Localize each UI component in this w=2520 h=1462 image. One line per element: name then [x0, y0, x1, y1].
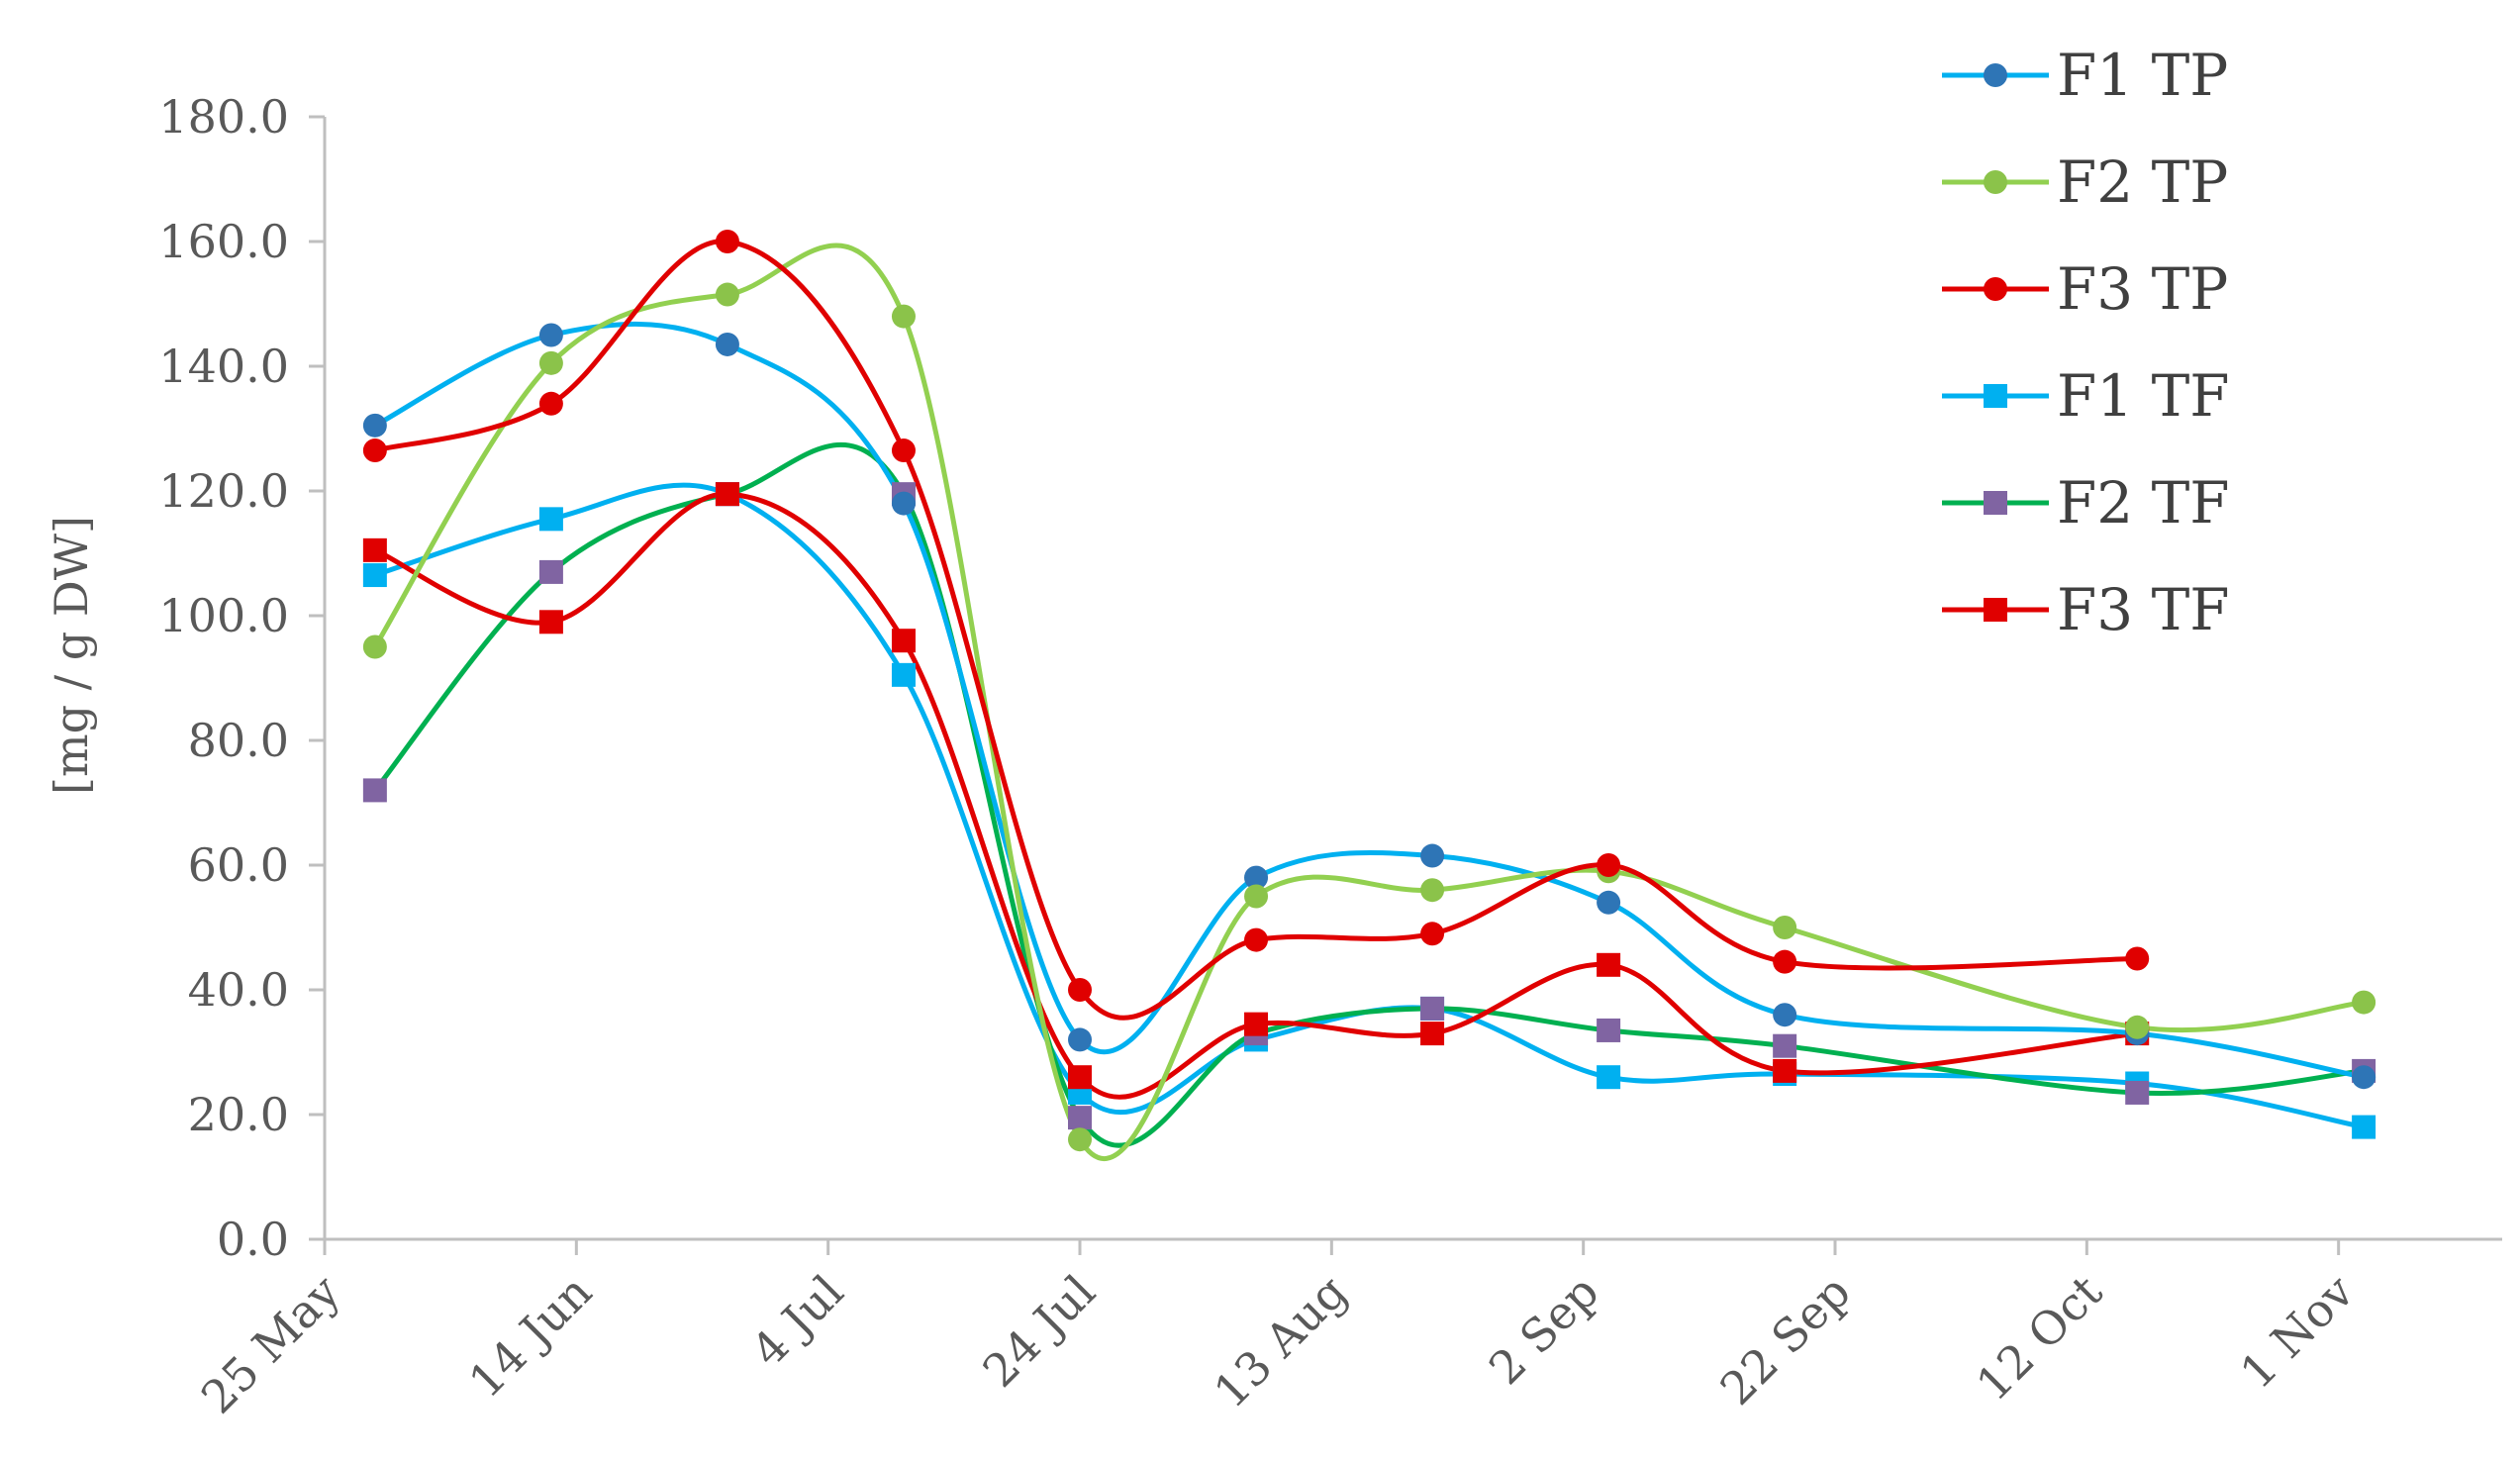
series-line-f2-tf — [372, 442, 2367, 1148]
data-point-f1-tp — [891, 491, 916, 516]
data-point-f2-tp — [715, 282, 739, 307]
y-tick-label: 60.0 — [188, 838, 289, 892]
data-point-f1-tp — [1597, 890, 1621, 915]
data-point-f3-tf — [362, 537, 387, 562]
data-point-f3-tp — [1773, 949, 1797, 974]
legend-swatch-marker — [1984, 170, 2007, 194]
x-tick-label: 14 Jun — [458, 1265, 602, 1409]
y-tick-label: 20.0 — [188, 1088, 289, 1141]
data-point-f1-tf — [538, 507, 563, 532]
x-tick-label: 2 Sep — [1479, 1265, 1609, 1396]
data-point-f2-tf — [538, 559, 563, 584]
data-point-f3-tf — [891, 629, 916, 653]
data-point-f1-tp — [2352, 1065, 2376, 1090]
data-point-f2-tf — [362, 778, 387, 803]
legend-entry-f2-tp: F2 TP — [1942, 148, 2228, 216]
legend-entry-f3-tp: F3 TP — [1942, 255, 2228, 323]
x-tick-label: 22 Sep — [1710, 1265, 1861, 1415]
data-point-f2-tp — [1420, 878, 1445, 903]
data-point-f3-tf — [538, 610, 563, 634]
legend-label: F2 TF — [2057, 469, 2230, 536]
data-point-f3-tf — [1244, 1012, 1269, 1036]
y-tick-label: 80.0 — [188, 714, 289, 767]
data-point-f1-tf — [362, 563, 387, 588]
x-tick-label: 4 Jul — [741, 1265, 854, 1378]
data-point-f2-tp — [538, 350, 563, 375]
data-point-f1-tp — [1244, 865, 1269, 890]
data-point-f2-tf — [2125, 1080, 2150, 1105]
legend-entry-f3-tf: F3 TF — [1942, 576, 2230, 643]
data-point-f1-tp — [1068, 1027, 1093, 1052]
y-tick-label: 0.0 — [217, 1213, 289, 1266]
data-point-f2-tf — [1597, 1018, 1621, 1042]
data-point-f3-tp — [891, 439, 916, 463]
data-point-f2-tf — [1068, 1106, 1093, 1130]
data-point-f3-tp — [715, 230, 739, 253]
data-point-f3-tf — [1068, 1065, 1093, 1090]
data-point-f3-tf — [1773, 1058, 1797, 1083]
data-point-f1-tp — [1773, 1003, 1797, 1027]
data-point-f3-tf — [1420, 1022, 1445, 1046]
legend-label: F2 TP — [2057, 148, 2228, 216]
data-point-f3-tp — [1068, 978, 1093, 1002]
data-point-f1-tp — [1420, 843, 1445, 868]
data-point-f2-tp — [891, 304, 916, 329]
y-axis: 0.0 20.0 40.0 60.0 80.0 100.0 120.0 140.0 160.0 1… — [158, 90, 327, 1266]
legend-swatch-marker — [1984, 277, 2007, 301]
data-point-f1-tf — [1597, 1065, 1621, 1090]
legend-label: F3 TF — [2057, 576, 2230, 643]
data-point-f1-tf — [891, 662, 916, 687]
legend-entry-f2-tf: F2 TF — [1942, 469, 2230, 536]
data-point-f1-tp — [715, 332, 739, 356]
data-point-f2-tp — [362, 634, 387, 659]
legend-swatch-marker — [1984, 491, 2007, 515]
y-tick-label: 180.0 — [158, 90, 289, 144]
y-tick-label: 160.0 — [158, 215, 289, 268]
data-point-f2-tf — [1420, 996, 1445, 1021]
data-point-f2-tp — [2352, 990, 2376, 1015]
data-point-f2-tp — [1244, 884, 1269, 909]
data-point-f2-tp — [1068, 1127, 1093, 1152]
legend-label: F1 TP — [2057, 42, 2228, 109]
y-tick-label: 120.0 — [158, 464, 289, 518]
data-point-f2-tp — [1773, 916, 1797, 939]
data-point-f1-tp — [362, 413, 387, 438]
data-point-f2-tf — [1773, 1033, 1797, 1058]
data-point-f1-tp — [538, 323, 563, 347]
data-point-f3-tf — [715, 482, 739, 507]
data-point-f3-tp — [362, 439, 387, 463]
y-axis-label: [mg / g DW] — [45, 516, 98, 795]
x-tick-label: 25 May — [191, 1265, 350, 1424]
y-tick-label: 100.0 — [158, 589, 289, 642]
series-line-f2-tp — [372, 243, 2367, 1161]
legend: F1 TP F2 TP F3 TP F1 TF F2 TF F3 TF — [1942, 42, 2230, 643]
legend-label: F3 TP — [2057, 255, 2228, 323]
legend-swatch-marker — [1984, 384, 2007, 408]
x-tick-label: 24 Jul — [972, 1265, 1105, 1398]
y-tick-label: 140.0 — [158, 340, 289, 393]
x-axis: 25 May 14 Jun 4 Jul 24 Jul 13 Aug 2 Sep 22 Sep… — [191, 1237, 2502, 1424]
legend-swatch-marker — [1984, 598, 2007, 622]
y-tick-label: 40.0 — [188, 963, 289, 1017]
series-line-f3-tf — [372, 491, 2140, 1100]
series-line-f3-tp — [372, 239, 2140, 1021]
x-tick-label: 13 Aug — [1204, 1265, 1357, 1418]
legend-entry-f1-tp: F1 TP — [1942, 42, 2228, 109]
data-point-f1-tf — [2352, 1115, 2376, 1139]
data-point-f3-tp — [1597, 853, 1621, 877]
x-tick-label: 1 Nov — [2230, 1265, 2365, 1400]
data-point-f3-tp — [2125, 946, 2150, 971]
data-point-f3-tp — [538, 391, 563, 416]
legend-entry-f1-tf: F1 TF — [1942, 362, 2230, 430]
data-point-f3-tp — [1420, 922, 1445, 946]
data-point-f2-tp — [2125, 1015, 2150, 1039]
series-markers — [362, 230, 2376, 1152]
legend-swatch-marker — [1984, 63, 2007, 87]
x-tick-label: 12 Oct — [1966, 1264, 2112, 1411]
legend-label: F1 TF — [2057, 362, 2230, 430]
data-point-f3-tf — [1597, 952, 1621, 977]
data-point-f3-tp — [1244, 927, 1269, 952]
